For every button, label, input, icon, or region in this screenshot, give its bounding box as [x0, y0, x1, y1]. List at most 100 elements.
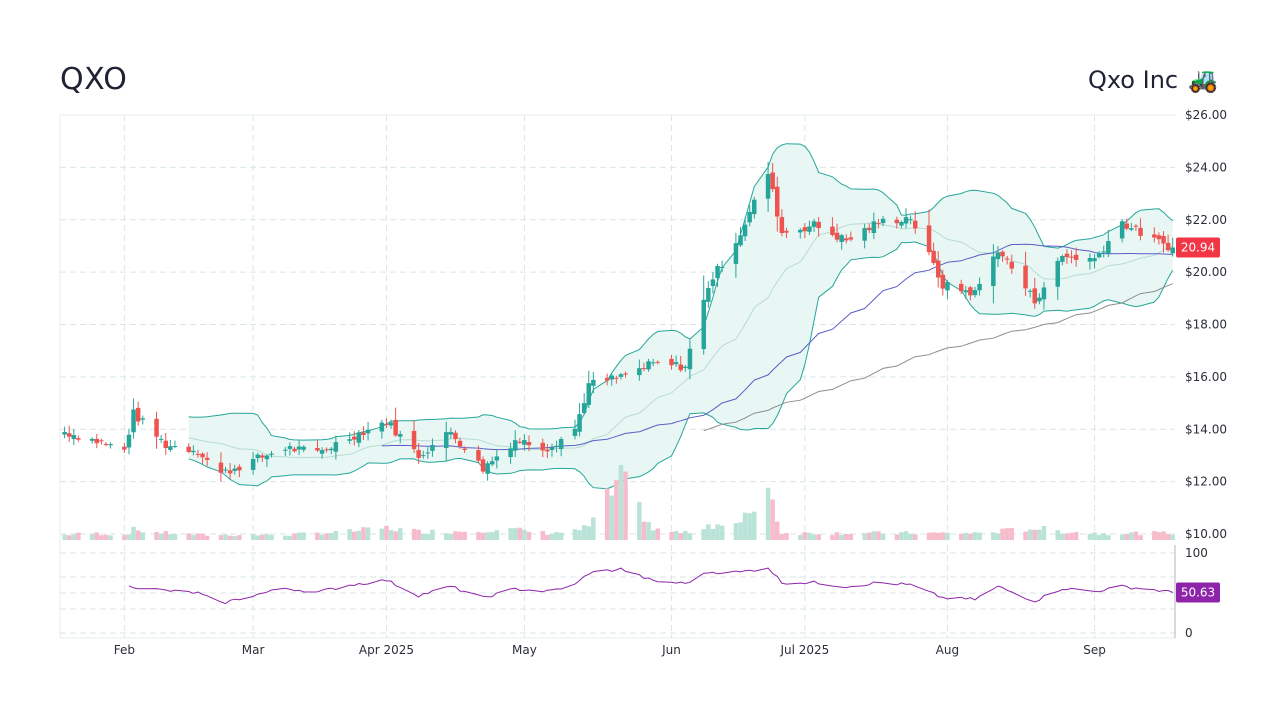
time-tick-label: Feb	[114, 643, 135, 657]
candle	[448, 427, 454, 439]
rsi-tick-label: 0	[1185, 626, 1193, 640]
volume-bar	[591, 517, 596, 540]
ticker-symbol: QXO	[60, 62, 128, 97]
candle	[1069, 250, 1074, 264]
volume-bar	[329, 532, 334, 540]
volume-bar	[1009, 528, 1014, 540]
candle-body	[816, 221, 821, 229]
candle	[894, 216, 900, 229]
candle	[365, 421, 371, 441]
candle-body	[811, 221, 817, 227]
candle-body	[255, 454, 260, 459]
price-tick-label: $26.00	[1185, 108, 1227, 122]
candle-body	[172, 446, 178, 447]
candle	[650, 358, 656, 367]
volume-bar	[1165, 533, 1171, 540]
candle-body	[204, 457, 210, 460]
candle	[945, 279, 950, 300]
volume-bar	[742, 512, 748, 540]
candle-body	[673, 362, 679, 365]
candle-body	[775, 186, 780, 217]
candle-body	[931, 250, 936, 264]
volume-bar	[126, 534, 132, 540]
volume-bar	[581, 525, 587, 540]
volume-bar	[444, 533, 449, 540]
time-tick-label: Jul 2025	[779, 643, 829, 657]
candle-body	[1152, 234, 1157, 238]
volume-bar	[1092, 532, 1097, 540]
candle	[558, 436, 564, 457]
bollinger-band-fill	[188, 143, 1173, 489]
candle-body	[508, 448, 513, 457]
candle-body	[549, 447, 555, 450]
candle-body	[719, 267, 725, 268]
volume-bar	[558, 532, 564, 540]
candle-body	[637, 368, 642, 376]
candle	[848, 231, 854, 242]
candle-body	[1161, 236, 1166, 244]
volume-bar	[1004, 528, 1010, 540]
candle	[1060, 254, 1065, 266]
candle-body	[926, 225, 932, 253]
candle	[227, 463, 233, 480]
candle-body	[1055, 260, 1060, 287]
candle-body	[554, 445, 559, 447]
volume-bar	[678, 533, 683, 540]
rsi-tick-label: 100	[1185, 546, 1208, 560]
candle	[1087, 253, 1093, 270]
candle	[936, 251, 941, 288]
candle	[89, 437, 95, 444]
volume-bar	[972, 532, 978, 540]
candle	[411, 420, 417, 454]
candle	[283, 447, 288, 457]
volume-bar	[1087, 534, 1093, 540]
candle-body	[347, 439, 352, 441]
candle	[1170, 237, 1175, 257]
candle-body	[237, 466, 242, 471]
candle-body	[490, 461, 495, 465]
volume-bar	[779, 534, 785, 540]
candle-body	[158, 438, 164, 440]
volume-bar	[255, 535, 260, 540]
volume-bar	[830, 535, 835, 540]
volume-bar	[513, 528, 518, 540]
candle	[1027, 288, 1033, 298]
candle	[609, 373, 614, 386]
candle	[103, 441, 109, 447]
candle-body	[131, 409, 136, 433]
candle-body	[476, 450, 481, 461]
volume-bar	[545, 534, 550, 540]
volume-bar	[494, 530, 500, 540]
candle-body	[618, 374, 624, 377]
candle	[301, 445, 306, 453]
volume-bar	[1129, 532, 1134, 540]
candle-body	[462, 448, 467, 450]
candle-body	[1023, 265, 1028, 289]
candle	[1138, 218, 1143, 241]
candle-body	[844, 238, 849, 241]
candle-body	[1170, 247, 1175, 254]
candle-body	[545, 449, 550, 452]
candle	[292, 446, 297, 453]
candle	[522, 434, 527, 451]
candle-body	[1138, 227, 1143, 236]
last-price-tag: 20.94	[1176, 237, 1220, 258]
volume-bar	[738, 522, 743, 540]
candle-body	[880, 218, 886, 224]
volume-bar	[540, 531, 545, 540]
candle-body	[908, 219, 913, 221]
candle-body	[168, 446, 173, 450]
candle-body	[558, 439, 564, 450]
candle-body	[416, 450, 421, 458]
candle-body	[329, 448, 334, 451]
volume-bar	[775, 521, 780, 540]
candle	[154, 411, 159, 449]
volume-bar	[977, 532, 982, 540]
candle-body	[352, 436, 357, 440]
candle-body	[99, 440, 104, 442]
last-price-tag-bg	[1176, 237, 1220, 258]
volume-bar	[526, 531, 532, 540]
candle	[572, 419, 578, 440]
volume-bar	[1119, 534, 1125, 540]
